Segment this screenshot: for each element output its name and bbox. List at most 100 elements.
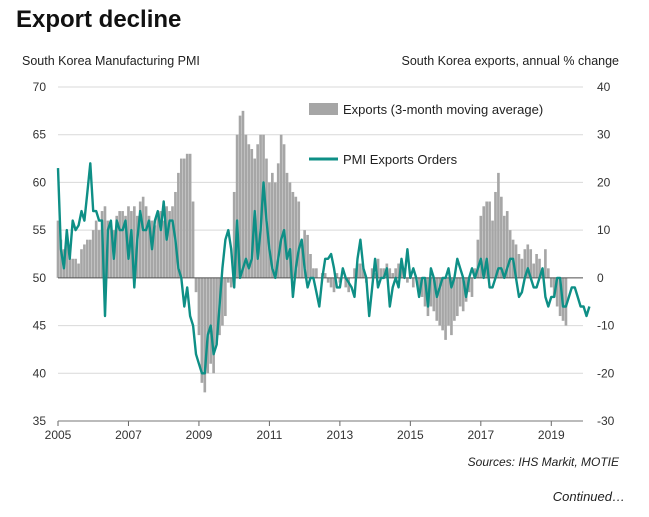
export-bar (285, 172, 289, 278)
export-bar (306, 234, 309, 278)
export-bar (411, 277, 415, 288)
x-tick-label: 2011 (257, 428, 283, 442)
export-bar (238, 115, 242, 278)
x-tick-label: 2013 (327, 428, 354, 442)
export-bar (80, 249, 83, 278)
export-bar (191, 201, 195, 278)
export-bar (206, 277, 210, 374)
export-bar (315, 268, 318, 278)
export-bar (226, 277, 230, 283)
left-tick-label: 50 (33, 271, 47, 285)
right-tick-label: 20 (597, 175, 611, 189)
x-tick-label: 2005 (45, 428, 72, 442)
export-bar (88, 239, 92, 278)
left-axis-title: South Korea Manufacturing PMI (22, 54, 200, 68)
export-bar (215, 277, 218, 345)
export-bar (165, 206, 168, 278)
export-bar (332, 277, 336, 293)
export-bar (212, 277, 215, 374)
export-bar (153, 225, 157, 278)
export-bar (127, 206, 130, 278)
export-bar (133, 206, 136, 278)
export-bar (347, 277, 350, 293)
legend-bars-label: Exports (3-month moving average) (343, 102, 543, 117)
export-bar (447, 277, 450, 326)
export-bar (335, 273, 339, 278)
export-bar (97, 230, 101, 278)
export-bar (59, 239, 63, 278)
export-bar (391, 273, 395, 278)
export-bar (497, 172, 500, 278)
export-bar (86, 239, 89, 278)
right-axis-title: South Korea exports, annual % change (401, 54, 619, 68)
export-bar (438, 277, 442, 326)
export-bar (502, 215, 506, 278)
export-bar (221, 277, 224, 326)
export-bar (329, 277, 333, 288)
export-bar (232, 191, 236, 278)
export-bar (235, 134, 239, 278)
x-tick-label: 2017 (467, 428, 494, 442)
export-bar (458, 277, 462, 307)
export-bar (268, 182, 271, 278)
right-tick-label: 40 (597, 80, 611, 94)
export-bar (552, 277, 556, 297)
export-bar (444, 277, 447, 340)
export-bar (124, 215, 127, 278)
export-bar (244, 134, 248, 278)
export-bar (500, 196, 503, 278)
export-bar (382, 268, 386, 278)
export-bar (520, 258, 524, 278)
right-tick-label: 10 (597, 223, 611, 237)
export-bar (247, 144, 251, 278)
export-bar (370, 268, 374, 278)
export-bar (250, 149, 254, 278)
export-bar (282, 144, 286, 278)
left-tick-label: 45 (33, 319, 47, 333)
export-bar (453, 277, 456, 321)
export-bar (417, 277, 421, 293)
export-bar (224, 277, 227, 317)
export-bar (397, 263, 400, 278)
export-bar (309, 254, 312, 278)
export-bar (179, 158, 183, 278)
left-tick-label: 55 (33, 223, 47, 237)
pmi-line-group (56, 162, 591, 375)
source-note: Sources: IHS Markit, MOTIE (467, 455, 619, 469)
export-bar (56, 220, 60, 278)
export-bar (406, 277, 409, 283)
x-tick-label: 2009 (186, 428, 213, 442)
left-axis-ticks: 70 65 60 55 50 45 40 35 (33, 80, 47, 428)
left-tick-label: 65 (33, 128, 47, 142)
export-bar (68, 254, 72, 278)
export-bar (482, 206, 486, 278)
export-bar (544, 249, 547, 278)
export-bar (473, 268, 477, 278)
export-bar (514, 244, 518, 278)
export-bar (121, 211, 124, 278)
export-bar (209, 277, 212, 364)
export-bar (259, 134, 262, 278)
export-bar (262, 134, 265, 278)
export-bar (168, 211, 171, 278)
export-bar (373, 273, 377, 278)
export-bar (271, 172, 274, 278)
pmi-export-orders-line (56, 162, 591, 375)
export-bar (288, 182, 292, 278)
export-bar (532, 263, 535, 278)
right-tick-label: -30 (597, 414, 615, 428)
export-bar (359, 263, 362, 278)
export-bar (115, 215, 119, 278)
export-bar (194, 277, 198, 293)
export-bar (147, 215, 151, 278)
export-bar (177, 172, 180, 278)
export-bar (323, 273, 327, 278)
export-bar (138, 201, 142, 278)
export-bar (517, 254, 521, 278)
export-bar (423, 277, 427, 307)
export-bar (294, 196, 298, 278)
right-tick-label: 0 (597, 271, 604, 285)
export-bar (65, 244, 69, 278)
export-bar (188, 153, 192, 278)
